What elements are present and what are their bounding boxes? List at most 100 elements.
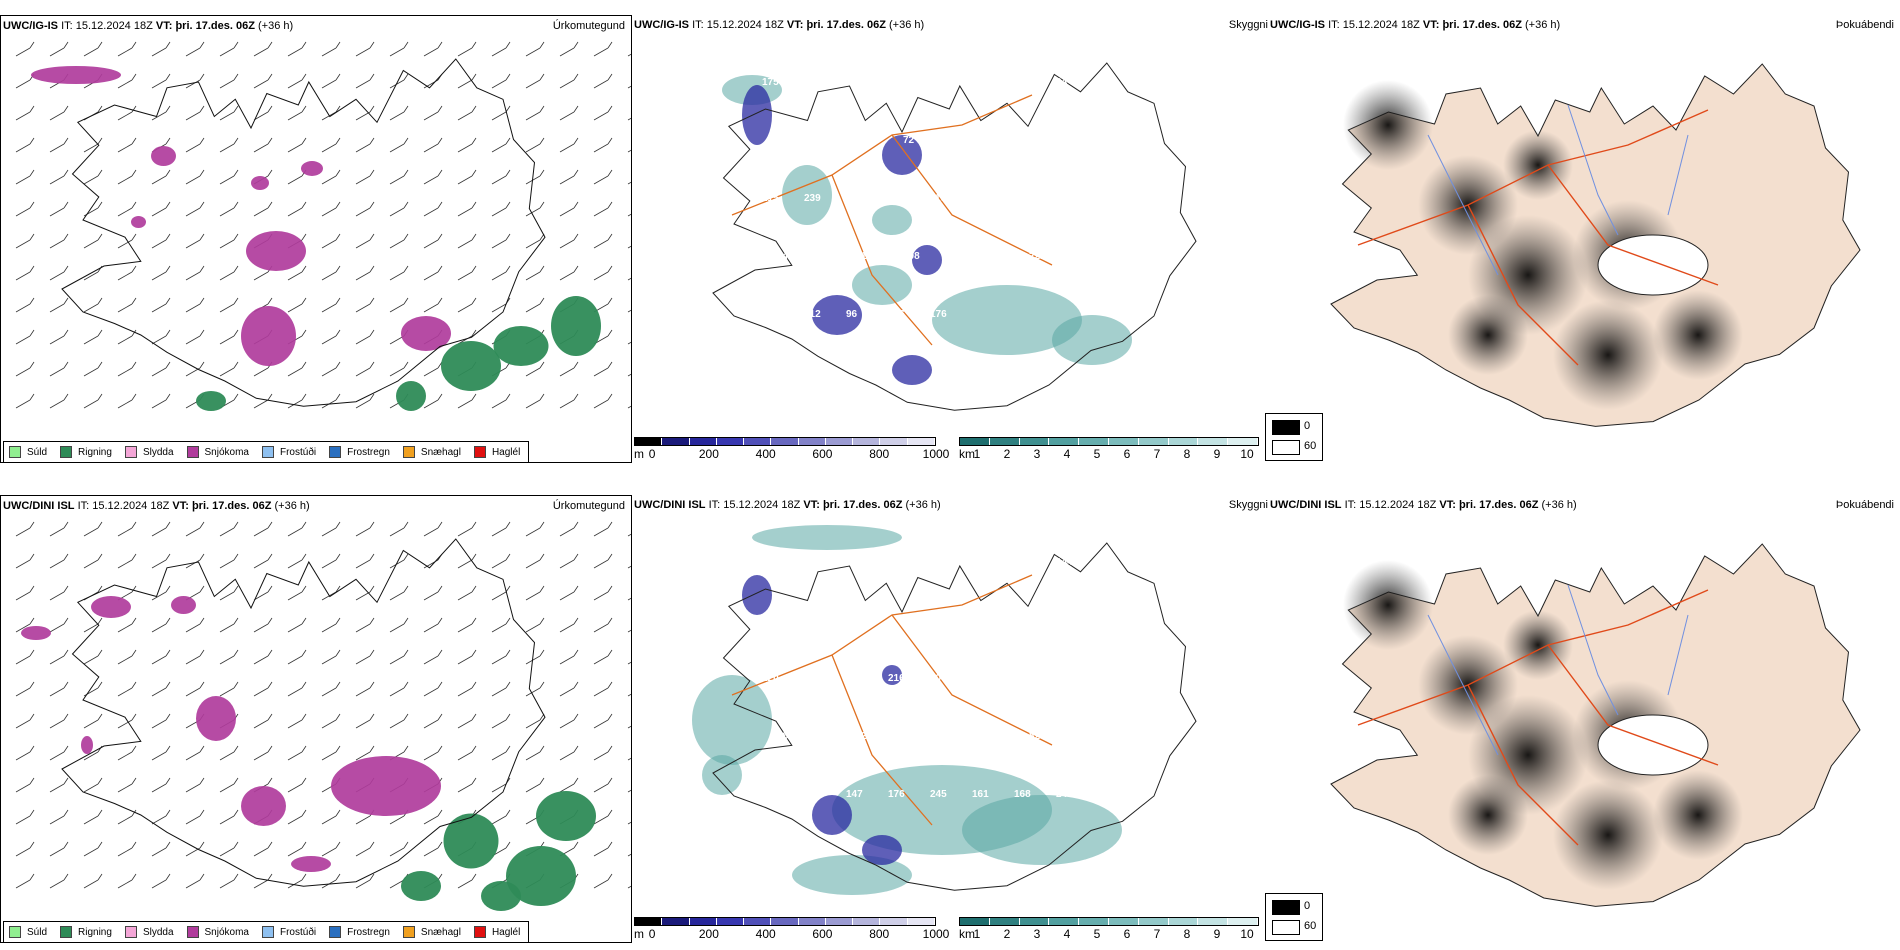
- colorbar-segment: [635, 438, 663, 445]
- legend-item: Frostregn: [329, 926, 390, 938]
- cloud-base-value: 119: [930, 193, 947, 204]
- cloud-base-area: [742, 85, 772, 145]
- colorbar-tick: 2: [1003, 447, 1011, 461]
- cloud-base-value: 236: [1014, 557, 1031, 568]
- cloud-base-value: 81: [987, 135, 999, 146]
- cloud-base-value: 115: [945, 615, 962, 626]
- cloud-base-value: 285: [804, 673, 821, 684]
- cloud-base-colorbar: m 0 200 400 600 800 1000: [632, 917, 949, 941]
- colorbar-segment: [960, 918, 990, 925]
- legend-label: Slydda: [142, 926, 174, 938]
- cloud-base-value: 173: [903, 615, 920, 626]
- roads: [731, 574, 1053, 826]
- snow-area: [301, 161, 323, 176]
- cloud-base-value: 168: [1014, 789, 1031, 800]
- cloud-base-value: 82: [945, 251, 957, 262]
- colorbar-tick: 3: [1033, 927, 1041, 941]
- visibility-area: [852, 265, 912, 305]
- fog-area: [1448, 775, 1528, 855]
- legend-item: Frostúði: [261, 926, 317, 938]
- legend-swatch: [329, 446, 342, 458]
- panel-tag: Þokuábendi: [1835, 19, 1894, 31]
- legend-item: Slydda: [124, 926, 174, 938]
- colorbar-segment: [1108, 438, 1139, 445]
- panel-title: UWC/IG-IS IT: 15.12.2024 18Z VT: þri. 17…: [1270, 19, 1561, 31]
- visibility-area: [702, 755, 742, 795]
- legend-swatch: [261, 926, 274, 938]
- rain-area: [481, 881, 521, 911]
- cloud-base-value: 106: [888, 309, 905, 320]
- legend-label: Frostúði: [279, 446, 317, 458]
- panel-title: UWC/IG-IS IT: 15.12.2024 18Z VT: þri. 17…: [3, 20, 294, 32]
- snow-area: [251, 176, 269, 190]
- colorbar-segment: [989, 918, 1020, 925]
- colorbar-tick: 5: [1093, 447, 1101, 461]
- snow-area: [331, 756, 441, 816]
- cloud-base-value: 820: [1029, 731, 1046, 742]
- legend-swatch: [402, 446, 415, 458]
- colorbar-tick: 2: [1003, 927, 1011, 941]
- precip-type-legend: Súld Rigning Slydda Snjókoma Frostúði Frostre…: [3, 921, 530, 942]
- colorbar-segment: [880, 918, 908, 925]
- cloud-base-value: 197: [846, 673, 863, 684]
- colorbar-segment: [989, 438, 1020, 445]
- legend-label: Snjókoma: [204, 446, 249, 458]
- cloud-base-value: 623: [762, 557, 779, 568]
- cloud-base-value: 79: [1029, 615, 1041, 626]
- fog-index-panel-bottom: UWC/DINI ISL IT: 15.12.2024 18Z VT: þri.…: [1268, 495, 1900, 943]
- visibility-area: [962, 795, 1122, 865]
- cloud-base-value: 246: [945, 135, 962, 146]
- cloud-base-value: 239: [804, 193, 821, 204]
- legend-label: Frostregn: [347, 446, 390, 458]
- legend-label: Rigning: [78, 446, 112, 458]
- cloud-base-value: 331: [1014, 193, 1031, 204]
- cloud-map-top: 175 116 209 297 105 136 22 94 89 146 219 72 246 81 260…: [712, 62, 1197, 411]
- fog-area: [1553, 300, 1663, 410]
- colorbar-segment: [771, 918, 799, 925]
- colorbar-segment: [1138, 918, 1169, 925]
- fog-legend-top: 0 60: [1265, 413, 1323, 461]
- legend-item: Súld: [9, 926, 47, 938]
- cloud-base-value: 102: [972, 193, 989, 204]
- panel-title: UWC/DINI ISL IT: 15.12.2024 18Z VT: þri.…: [634, 499, 941, 511]
- cloud-base-value: 169: [1071, 135, 1088, 146]
- colorbar-segment: [716, 918, 745, 925]
- fog-area: [1653, 770, 1743, 860]
- cloud-base-value: 136: [972, 77, 989, 88]
- cloud-base-value: 283: [777, 731, 794, 742]
- coastline: [712, 62, 1197, 411]
- colorbar-tick: 4: [1063, 927, 1071, 941]
- legend-item: Slydda: [124, 446, 174, 458]
- legend-swatch: [473, 926, 486, 938]
- legend-label: Frostúði: [279, 926, 317, 938]
- cloud-base-area: [742, 575, 772, 615]
- wind-barbs: [15, 41, 631, 409]
- colorbar-segment: [907, 918, 935, 925]
- cloud-base-value: 176: [930, 309, 947, 320]
- snow-area: [241, 786, 286, 826]
- legend-item: Rigning: [60, 446, 112, 458]
- cloud-base-area: [882, 135, 922, 175]
- cloud-base-value: 191: [987, 251, 1004, 262]
- snow-area: [246, 231, 306, 271]
- coastline: [61, 58, 546, 407]
- legend-swatch: [261, 446, 274, 458]
- colorbar-segment: [798, 438, 826, 445]
- visibility-area: [932, 285, 1082, 355]
- colorbar-tick: 7: [1153, 447, 1161, 461]
- colorbar-tick: 600: [812, 927, 833, 941]
- snow-area: [196, 696, 236, 741]
- precip-map-bottom: [15, 521, 631, 911]
- colorbar-segment: [853, 918, 881, 925]
- legend-item: Frostúði: [261, 446, 317, 458]
- precip-map-top: [15, 41, 631, 411]
- colorbar-segment: [880, 438, 908, 445]
- cloud-base-value: 83: [846, 557, 858, 568]
- legend-label: Haglél: [491, 926, 521, 938]
- panel-tag: Skyggni: [1228, 499, 1268, 511]
- cloud-base-value: 245: [888, 193, 905, 204]
- colorbar-tick: 800: [869, 447, 890, 461]
- rain-area: [493, 326, 549, 366]
- legend-label: Frostregn: [347, 926, 390, 938]
- colorbar-segment: [825, 918, 854, 925]
